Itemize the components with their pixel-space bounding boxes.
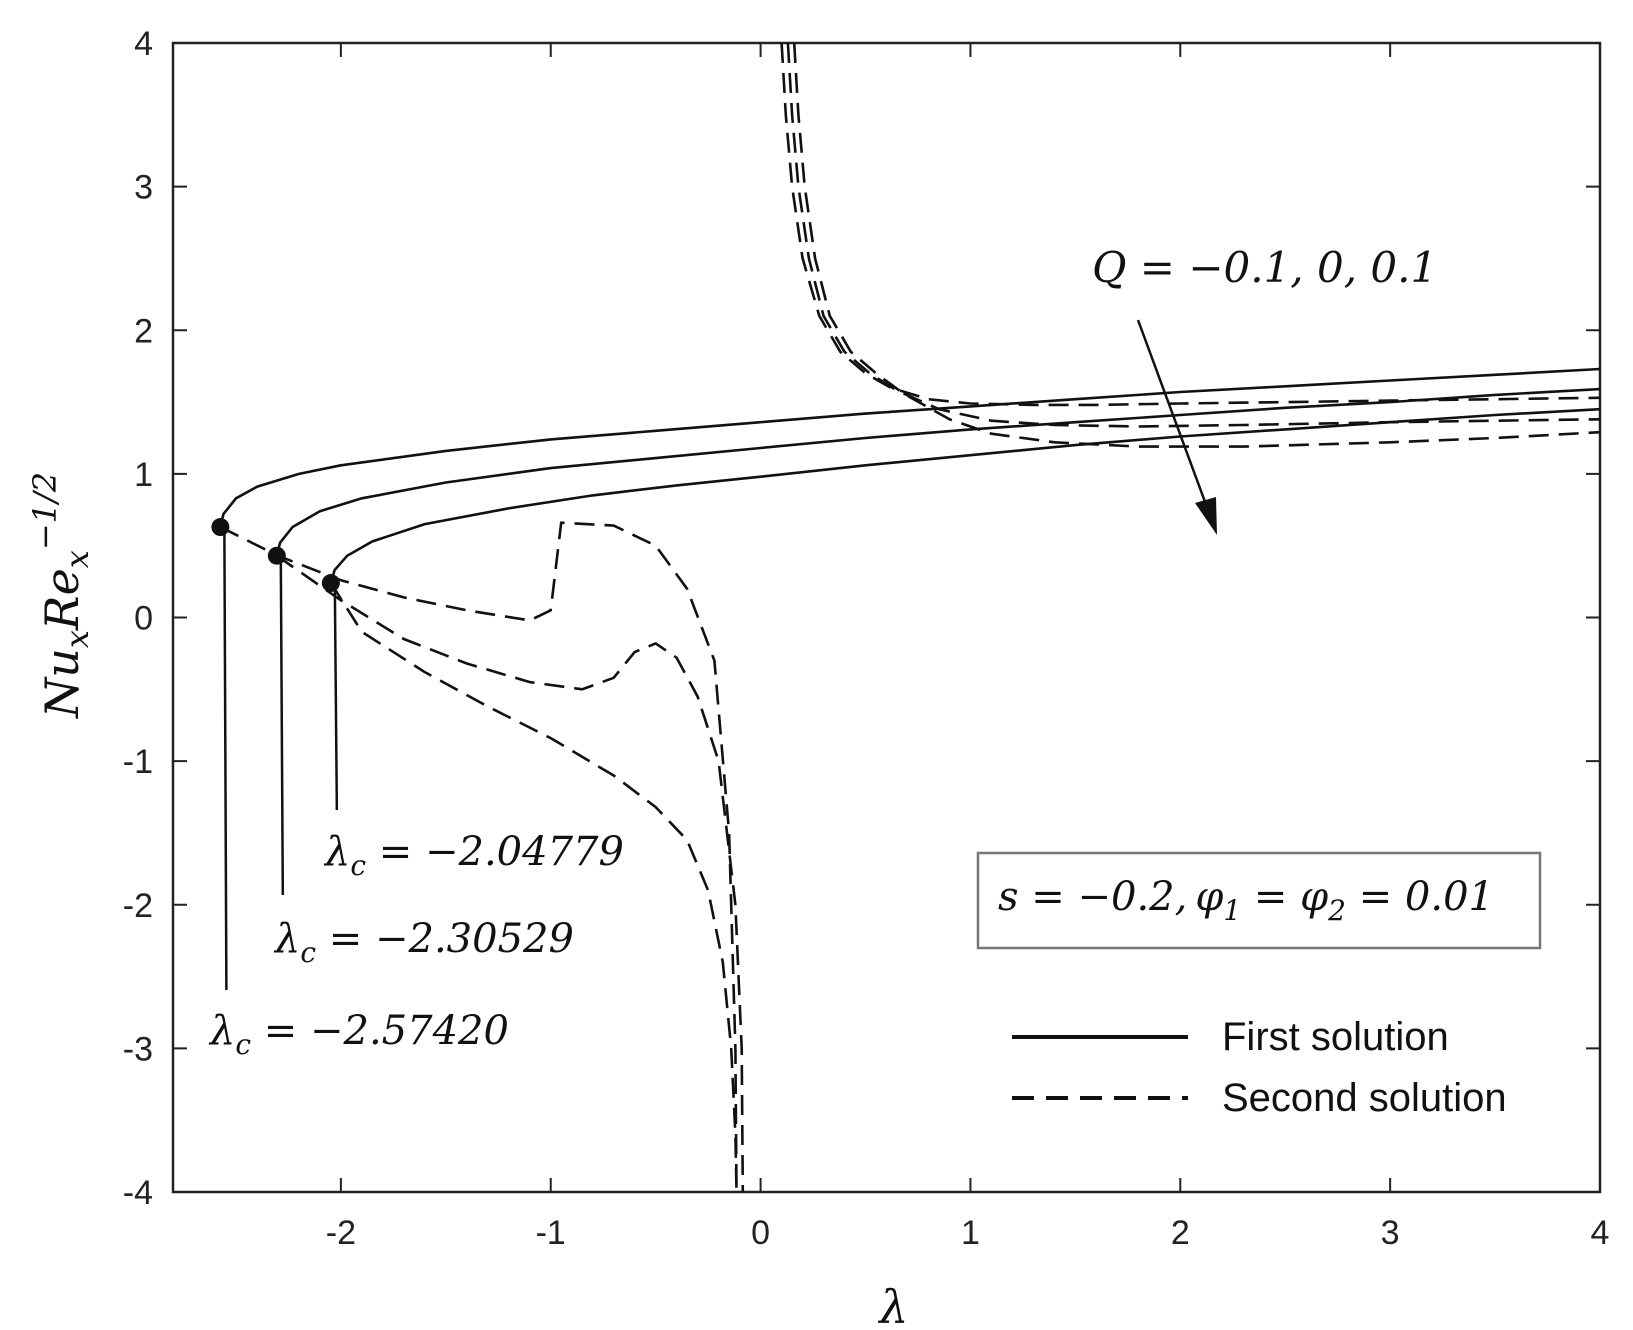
critical-leader-line bbox=[333, 589, 339, 811]
legend-first-label: First solution bbox=[1222, 1015, 1449, 1059]
plot-area bbox=[211, 43, 1600, 1192]
q-annotation: Q = −0.1, 0, 0.1 bbox=[1092, 243, 1437, 292]
y-tick-label: -4 bbox=[123, 1174, 153, 1212]
legend-second-label: Second solution bbox=[1222, 1076, 1507, 1120]
first-solution-line-3 bbox=[329, 407, 1600, 584]
y-tick-label: 3 bbox=[134, 169, 153, 207]
critical-label-2: λc = −2.30529 bbox=[273, 916, 574, 969]
parameter-box bbox=[976, 851, 1542, 950]
second-solution-line-4 bbox=[219, 521, 738, 1192]
critical-label-1: λc = −2.57420 bbox=[208, 1008, 509, 1061]
parameter-text: s = −0.2, φ1 = φ2 = 0.01 bbox=[998, 874, 1494, 927]
y-axis-label: NuxRex−1/2 bbox=[26, 472, 96, 719]
y-tick-label: 0 bbox=[134, 600, 153, 638]
critical-point-marker bbox=[321, 574, 340, 593]
x-tick-label: 0 bbox=[751, 1214, 770, 1252]
axes: -2 -1 0 1 2 3 4 -4 -3 -2 -1 0 1 2 3 4 bbox=[123, 25, 1610, 1252]
x-tick-label: 3 bbox=[1381, 1214, 1400, 1252]
legend: First solution Second solution bbox=[1012, 1015, 1507, 1120]
first-solution-line-1 bbox=[219, 367, 1600, 528]
x-tick-label: 1 bbox=[961, 1214, 980, 1252]
critical-point-marker bbox=[211, 518, 230, 537]
second-solution-line-5 bbox=[276, 554, 745, 1192]
y-tick-label: -3 bbox=[123, 1030, 153, 1068]
y-tick-label: 1 bbox=[134, 456, 153, 494]
x-axis-label: λ bbox=[877, 1280, 908, 1330]
critical-leader-line bbox=[223, 533, 228, 991]
x-tick-label: 4 bbox=[1591, 1214, 1610, 1252]
y-tick-label: 4 bbox=[134, 25, 153, 63]
critical-point-marker bbox=[267, 546, 286, 565]
critical-label-3: λc = −2.04779 bbox=[323, 829, 624, 882]
y-tick-label: 2 bbox=[134, 312, 153, 350]
q-arrow-shaft bbox=[1136, 319, 1210, 511]
x-tick-label: -2 bbox=[326, 1214, 356, 1252]
y-tick-label: -2 bbox=[123, 887, 153, 925]
second-solution-line-9 bbox=[792, 43, 1600, 448]
y-tick-label: -1 bbox=[123, 743, 153, 781]
x-tick-label: 2 bbox=[1171, 1214, 1190, 1252]
q-arrow-head bbox=[1195, 497, 1217, 535]
second-solution-line-8 bbox=[786, 43, 1600, 428]
x-tick-label: -1 bbox=[536, 1214, 566, 1252]
second-solution-line-6 bbox=[329, 582, 738, 1192]
first-solution-line-2 bbox=[275, 387, 1600, 557]
critical-leader-line bbox=[279, 561, 285, 896]
second-solution-line-7 bbox=[780, 43, 1600, 407]
